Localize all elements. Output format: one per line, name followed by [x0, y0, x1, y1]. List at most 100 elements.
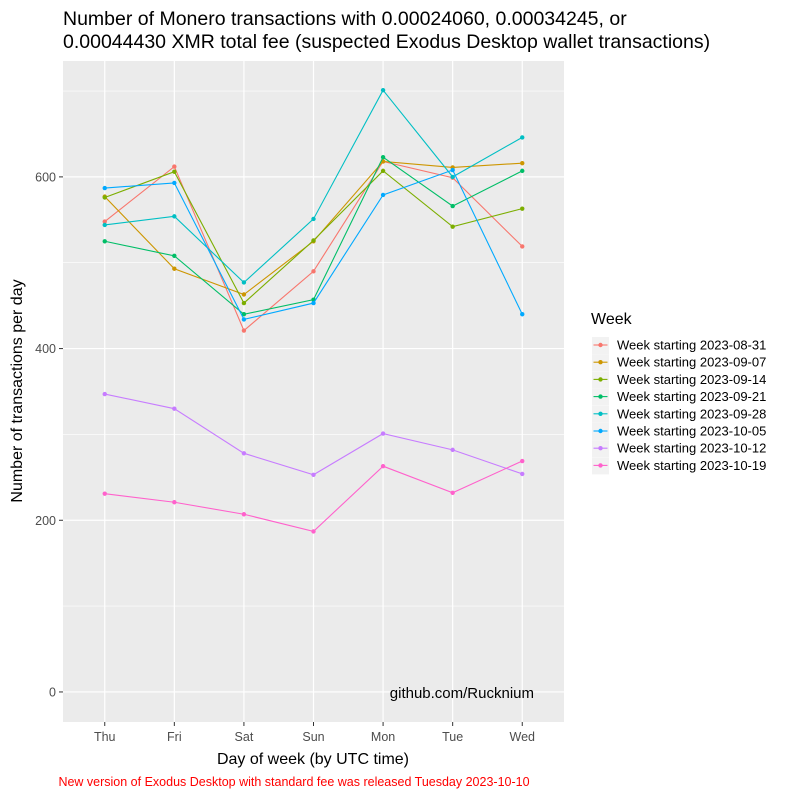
legend-item: Week starting 2023-09-07 [592, 354, 766, 372]
y-axis: 0 200 400 600 [35, 170, 63, 699]
data-point [102, 222, 107, 228]
data-point [520, 458, 525, 464]
data-point [102, 239, 107, 244]
data-point [172, 164, 177, 169]
x-tick-label: Wed [510, 730, 536, 744]
x-tick-label: Mon [371, 730, 395, 744]
x-tick-label: Tue [442, 730, 463, 744]
series-6 [102, 167, 525, 322]
data-point [380, 463, 386, 469]
legend-key-point [598, 342, 603, 348]
data-point [172, 500, 177, 505]
data-point [241, 312, 247, 317]
data-point [450, 490, 455, 495]
data-point [241, 512, 247, 517]
legend: Week Week starting 2023-08-31 Week starti… [591, 311, 766, 475]
data-point [241, 300, 247, 306]
y-tick-label: 200 [35, 514, 56, 528]
data-point [241, 451, 247, 456]
data-point [311, 269, 316, 274]
series-7 [102, 391, 525, 477]
data-point [520, 471, 525, 477]
data-point [450, 224, 455, 229]
caption-note: New version of Exodus Desktop with stand… [58, 775, 529, 789]
data-point [102, 195, 107, 200]
data-point [311, 300, 316, 306]
data-point [172, 266, 177, 271]
x-tick-label: Sun [302, 730, 324, 744]
x-tick-label: Sat [235, 730, 254, 744]
data-point [172, 169, 177, 174]
data-point [172, 253, 177, 259]
data-point [102, 185, 107, 191]
data-point [520, 244, 525, 249]
series-3 [102, 168, 525, 306]
legend-key-point [598, 394, 603, 399]
data-point [311, 238, 316, 243]
legend-key-point [598, 463, 603, 468]
data-point [520, 312, 525, 317]
legend-item: Week starting 2023-10-05 [592, 423, 766, 440]
legend-item: Week starting 2023-08-31 [592, 337, 766, 354]
data-point [241, 292, 247, 297]
y-tick-label: 600 [35, 170, 56, 184]
y-tick-label: 400 [35, 342, 56, 356]
data-point [380, 192, 386, 198]
legend-label: Week starting 2023-09-28 [617, 406, 766, 421]
legend-key-point [598, 446, 603, 451]
data-point [520, 160, 525, 166]
x-axis-title: Day of week (by UTC time) [217, 751, 409, 768]
y-tick-label: 0 [49, 685, 56, 699]
legend-key-point [598, 360, 603, 365]
legend-item: Week starting 2023-09-14 [592, 371, 766, 389]
data-point [241, 317, 247, 322]
data-point [311, 529, 316, 534]
legend-label: Week starting 2023-10-12 [617, 441, 766, 456]
data-point [102, 491, 107, 496]
chart-title-line-2: 0.00044430 XMR total fee (suspected Exod… [63, 31, 710, 53]
data-point [311, 216, 316, 222]
legend-label: Week starting 2023-09-07 [617, 355, 766, 370]
legend-title: Week [591, 311, 633, 328]
legend-key-point [598, 428, 603, 434]
series-8 [102, 458, 525, 534]
chart-title-line-1: Number of Monero transactions with 0.000… [63, 8, 627, 30]
major-gridlines [63, 61, 564, 722]
data-point [380, 154, 386, 160]
y-axis-title: Number of transactions per day [9, 279, 26, 502]
series-4 [102, 154, 525, 317]
legend-label: Week starting 2023-10-19 [617, 458, 766, 473]
legend-label: Week starting 2023-10-05 [617, 424, 766, 439]
data-point [311, 472, 316, 477]
legend-key-point [598, 377, 603, 382]
x-axis: Thu Fri Sat Sun Mon Tue Wed [94, 722, 535, 744]
data-point [520, 206, 525, 211]
data-point [241, 328, 247, 333]
data-point [380, 431, 386, 436]
legend-label: Week starting 2023-09-21 [617, 389, 766, 404]
legend-key-point [598, 411, 603, 416]
series-layer [102, 87, 525, 534]
x-tick-label: Thu [94, 730, 116, 744]
data-point [102, 219, 107, 224]
legend-item: Week starting 2023-09-28 [592, 405, 766, 423]
data-point [520, 135, 525, 140]
legend-item: Week starting 2023-09-21 [592, 388, 766, 406]
legend-label: Week starting 2023-08-31 [617, 338, 766, 353]
data-point [450, 203, 455, 209]
x-tick-label: Fri [167, 730, 182, 744]
data-point [241, 280, 247, 285]
watermark-annotation: github.com/Rucknium [390, 685, 534, 702]
data-point [102, 391, 107, 397]
data-point [520, 168, 525, 174]
data-point [380, 168, 386, 174]
data-point [380, 87, 386, 93]
data-point [450, 167, 455, 173]
data-point [172, 406, 177, 411]
legend-item: Week starting 2023-10-12 [592, 440, 766, 458]
legend-item: Week starting 2023-10-19 [592, 457, 766, 475]
data-point [172, 214, 177, 219]
data-point [172, 180, 177, 186]
legend-label: Week starting 2023-09-14 [617, 372, 766, 387]
